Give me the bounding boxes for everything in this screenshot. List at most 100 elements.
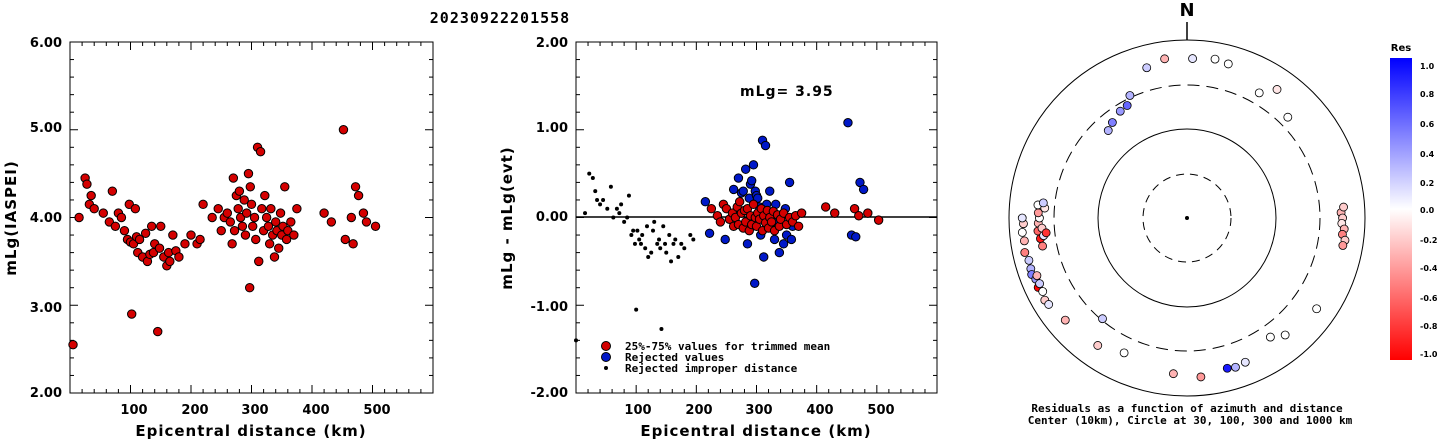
polar-station-point xyxy=(1032,271,1042,281)
polar-panel: N Residuals as a function of azimuth and… xyxy=(1008,0,1366,427)
station-point xyxy=(213,204,223,214)
station-point xyxy=(280,182,290,192)
panel-2-x-tick-labels: 100 200 300 400 500 xyxy=(624,403,894,418)
panel-1-x-axis-label: Epicentral distance (km) xyxy=(135,422,366,440)
panel-1: 2.00 3.00 4.00 5.00 6.00 100 200 300 400… xyxy=(2,36,434,440)
station-point xyxy=(257,204,267,214)
station-point xyxy=(86,190,96,201)
polar-station-point xyxy=(1017,228,1027,237)
polar-station-point xyxy=(1017,213,1027,223)
station-point xyxy=(116,212,127,223)
station-point xyxy=(255,146,266,157)
improper-distance-point xyxy=(637,237,642,242)
polar-station-point xyxy=(1107,118,1117,127)
station-point xyxy=(254,256,264,267)
polar-station-point xyxy=(1196,372,1206,382)
station-point xyxy=(168,230,178,240)
improper-distance-point xyxy=(652,219,657,224)
ring-300km xyxy=(1053,84,1321,352)
y-tick-label: 6.00 xyxy=(30,36,62,51)
station-point xyxy=(130,204,141,214)
polar-caption-line1: Residuals as a function of azimuth and d… xyxy=(1031,402,1343,415)
trimmed-point xyxy=(793,221,804,231)
station-point xyxy=(370,221,381,231)
improper-distance-point xyxy=(587,171,592,176)
polar-station-point xyxy=(1280,330,1290,340)
station-point xyxy=(240,230,251,240)
improper-distance-point xyxy=(661,224,666,229)
y-tick-label: 1.00 xyxy=(536,121,568,136)
polar-station-point xyxy=(1038,241,1047,251)
station-point xyxy=(68,340,78,350)
polar-station-point xyxy=(1020,248,1030,257)
station-point xyxy=(234,186,245,196)
station-point xyxy=(266,204,276,214)
rejected-point xyxy=(728,184,739,195)
colorbar-tick-label: 0.6 xyxy=(1420,120,1435,129)
colorbar-tick-labels: 1.0 0.8 0.6 0.4 0.2 0.0 -0.2 -0.4 -0.6 -… xyxy=(1420,62,1437,359)
legend-label-improper: Rejected improper distance xyxy=(625,362,798,375)
improper-distance-point xyxy=(691,237,696,242)
rejected-point xyxy=(774,247,785,258)
y-tick-label: -2.00 xyxy=(531,386,568,401)
trimmed-point xyxy=(820,202,831,212)
panel-1-y-axis-label: mLg(IASPEI) xyxy=(2,160,20,275)
improper-distance-point xyxy=(595,197,600,202)
colorbar-tick-label: -1.0 xyxy=(1420,350,1437,359)
station-point xyxy=(244,283,255,293)
station-point xyxy=(239,195,249,205)
y-tick-label: 4.00 xyxy=(30,211,62,226)
station-point xyxy=(140,228,151,238)
station-point xyxy=(165,256,175,267)
station-point xyxy=(260,190,270,201)
polar-station-point xyxy=(1168,369,1178,379)
station-point xyxy=(340,234,350,245)
trimmed-point xyxy=(734,197,745,207)
trimmed-point xyxy=(715,217,726,227)
x-tick-label: 400 xyxy=(302,403,329,418)
x-tick-label: 200 xyxy=(181,403,208,418)
station-point xyxy=(216,225,226,236)
rejected-point xyxy=(748,160,759,170)
improper-distance-point xyxy=(673,237,678,242)
figure-title: 20230922201558 xyxy=(430,9,570,27)
colorbar-tick-label: -0.2 xyxy=(1420,236,1437,245)
station-point xyxy=(251,234,261,245)
polar-station-point xyxy=(1240,357,1250,367)
polar-station-point xyxy=(1103,126,1113,135)
improper-distance-point xyxy=(667,233,672,238)
improper-distance-point xyxy=(634,307,639,312)
station-point xyxy=(198,199,208,210)
x-tick-label: 100 xyxy=(624,403,651,418)
improper-distance-point xyxy=(640,233,645,238)
panel-2-points xyxy=(574,118,884,343)
station-point xyxy=(338,125,349,135)
station-point xyxy=(225,217,236,227)
trimmed-point xyxy=(863,208,873,218)
ring-100km xyxy=(1097,128,1277,308)
panel-1-tick-marks xyxy=(69,41,434,394)
improper-distance-point xyxy=(658,246,663,251)
panel-2-y-axis-label: mLg - mLg(evt) xyxy=(498,146,516,289)
improper-distance-point xyxy=(669,259,674,264)
polar-station-point xyxy=(1122,101,1132,110)
station-point xyxy=(156,221,166,231)
improper-distance-point xyxy=(664,250,669,255)
station-point xyxy=(227,239,237,249)
trimmed-point xyxy=(706,204,717,214)
colorbar: Res 1.0 0.8 0.6 0.4 0.2 0.0 -0.2 -0.4 -0… xyxy=(1390,43,1437,360)
trimmed-point xyxy=(766,217,777,227)
rejected-point xyxy=(778,239,789,249)
panel-2: -2.00 -1.00 0.00 1.00 2.00 100 200 300 4… xyxy=(498,36,938,440)
rejected-point xyxy=(746,175,757,186)
station-point xyxy=(195,234,205,245)
station-point xyxy=(361,217,372,227)
improper-distance-point xyxy=(655,241,660,246)
improper-distance-point xyxy=(676,254,681,259)
improper-distance-point xyxy=(638,241,643,246)
colorbar-tick-label: 1.0 xyxy=(1420,62,1435,71)
improper-distance-point xyxy=(614,206,619,211)
polar-station-point xyxy=(1041,228,1051,238)
station-point xyxy=(271,217,281,227)
station-point xyxy=(119,225,130,236)
